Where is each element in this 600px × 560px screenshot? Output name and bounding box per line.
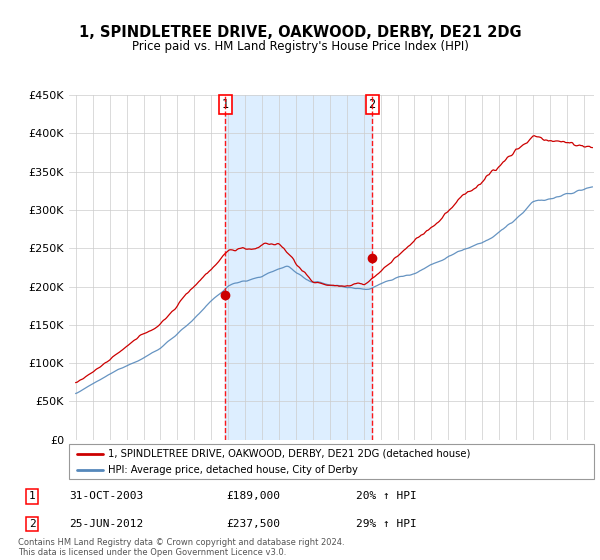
Text: £237,500: £237,500 [227, 519, 281, 529]
Text: 1, SPINDLETREE DRIVE, OAKWOOD, DERBY, DE21 2DG (detached house): 1, SPINDLETREE DRIVE, OAKWOOD, DERBY, DE… [109, 449, 471, 459]
Text: 1: 1 [29, 491, 35, 501]
Text: 31-OCT-2003: 31-OCT-2003 [69, 491, 143, 501]
Text: Contains HM Land Registry data © Crown copyright and database right 2024.
This d: Contains HM Land Registry data © Crown c… [18, 538, 344, 557]
Text: 1: 1 [222, 98, 229, 111]
Text: HPI: Average price, detached house, City of Derby: HPI: Average price, detached house, City… [109, 465, 358, 475]
FancyBboxPatch shape [69, 444, 594, 479]
Text: 2: 2 [368, 98, 376, 111]
Text: 1, SPINDLETREE DRIVE, OAKWOOD, DERBY, DE21 2DG: 1, SPINDLETREE DRIVE, OAKWOOD, DERBY, DE… [79, 25, 521, 40]
Text: Price paid vs. HM Land Registry's House Price Index (HPI): Price paid vs. HM Land Registry's House … [131, 40, 469, 53]
Text: £189,000: £189,000 [227, 491, 281, 501]
Text: 29% ↑ HPI: 29% ↑ HPI [356, 519, 417, 529]
Bar [226, 95, 372, 440]
Text: 2: 2 [29, 519, 35, 529]
Text: 20% ↑ HPI: 20% ↑ HPI [356, 491, 417, 501]
Text: 25-JUN-2012: 25-JUN-2012 [69, 519, 143, 529]
